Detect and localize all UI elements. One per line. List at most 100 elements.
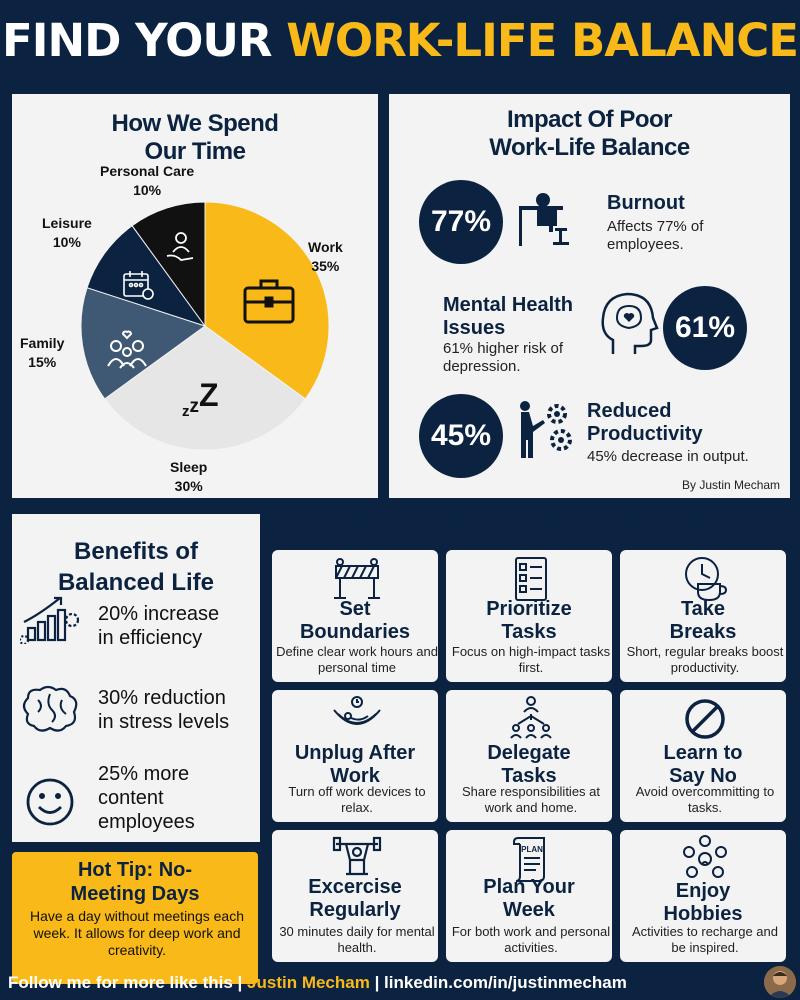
pie-slice-personal-care (131, 201, 206, 328)
benefits-panel-tab (10, 506, 260, 514)
stat-circle-mental-health: 61% (663, 286, 747, 370)
time-title-line2: Our Time (144, 138, 246, 165)
tip-title-line2: Tasks (501, 621, 557, 643)
hot-tip-heading: Hot Tip: No- Meeting Days (12, 858, 258, 906)
label-sleep-pct: 30% (174, 478, 203, 494)
tip-description: Share responsibilities at work and home. (461, 784, 601, 815)
title-part2: WORK-LIFE BALANCE (286, 14, 799, 67)
benefit-efficiency-line2: in efficiency (98, 627, 203, 649)
impact-panel: Impact Of Poor Work-Life Balance 77% Bur… (387, 92, 792, 500)
tip-title-line1: Prioritize (486, 598, 572, 620)
tip-description: Turn off work devices to relax. (288, 784, 426, 815)
tip-title-line2: Tasks (501, 765, 557, 787)
plan-icon-label: PLAN (521, 845, 543, 854)
hammock-icon (333, 696, 381, 725)
weightlifting-icon (332, 836, 382, 876)
impact-mental-heading-line2: Issues (443, 317, 506, 339)
tip-description: Activities to recharge and be inspired. (632, 924, 778, 955)
tip-enjoy-hobbies: Enjoy Hobbies Activities to recharge and … (618, 828, 788, 964)
tip-title-line1: Unplug After (294, 742, 416, 764)
coffee-clock-icon (685, 557, 728, 602)
label-family: Family 15% (20, 334, 64, 372)
tip-title: Learn to Say No (620, 742, 786, 788)
impact-title-line2: Work-Life Balance (489, 134, 690, 161)
time-panel: How We Spend Our Time zzZ (10, 92, 380, 500)
tip-title-line2: Say No (669, 765, 737, 787)
tip-description: Focus on high-impact tasks first. (451, 644, 611, 675)
avatar (764, 966, 796, 998)
burnout-desk-icon (519, 193, 569, 246)
tip-title-line1: Learn to (663, 742, 743, 764)
tip-title-line2: Hobbies (663, 903, 743, 925)
benefit-stress-line1: 30% reduction (98, 687, 226, 709)
footer-author-link[interactable]: Justin Mecham (247, 973, 370, 992)
impact-burnout-text-line1: Affects 77% of (607, 218, 704, 235)
benefit-efficiency-line1: 20% increase (98, 603, 220, 625)
hot-tip-text: Have a day without meetings each week. I… (29, 908, 244, 958)
tip-title: Delegate Tasks (446, 742, 612, 788)
tip-title-line2: Boundaries (299, 621, 411, 643)
impact-title-line1: Impact Of Poor (506, 106, 673, 133)
self-care-icon (166, 232, 194, 261)
efficiency-chart-icon (20, 596, 80, 644)
avatar-portrait-icon (764, 966, 796, 998)
footer-linkedin-link[interactable]: linkedin.com/in/justinmecham (384, 973, 627, 992)
tip-plan-your-week: PLAN Plan Your Week For both work and per… (444, 828, 614, 964)
hobbies-icon (683, 835, 727, 878)
impact-burnout-text: Affects 77% of employees. (607, 218, 703, 254)
tip-title: Enjoy Hobbies (620, 880, 786, 926)
title-part1: FIND YOUR (1, 14, 287, 67)
label-personal-pct: 10% (133, 182, 162, 198)
benefit-content-line3: employees (98, 811, 195, 833)
benefits-title: Benefits of Balanced Life (12, 536, 260, 598)
productivity-gears-icon (520, 401, 572, 458)
tip-title-line1: Plan Your (483, 876, 575, 898)
tip-exercise-regularly: Excercise Regularly 30 minutes daily for … (270, 828, 440, 964)
impact-mental-text-line2: depression. (443, 358, 521, 375)
tip-title-line2: Regularly (309, 899, 401, 921)
tip-prioritize-tasks: Prioritize Tasks Focus on high-impact tas… (444, 548, 614, 684)
impact-productivity-heading-line1: Reduced (587, 400, 672, 422)
sleep-zzz-icon: zzZ (182, 377, 219, 420)
benefit-stress-line2: in stress levels (98, 711, 230, 733)
plan-scroll-icon: PLAN (513, 837, 545, 882)
label-work-name: Work (308, 239, 343, 255)
footer-prefix: Follow me for more like this | (8, 973, 248, 992)
pie-slice-leisure (86, 224, 207, 327)
family-icon (107, 330, 147, 369)
tip-description: Avoid overcommitting to tasks. (635, 784, 775, 815)
benefits-title-line1: Benefits of (73, 538, 198, 565)
tip-title: Prioritize Tasks (446, 598, 612, 644)
label-sleep: Sleep 30% (170, 458, 207, 496)
page-title: FIND YOUR WORK-LIFE BALANCE (0, 0, 800, 82)
calendar-icon (123, 271, 154, 300)
tip-description: For both work and personal activities. (451, 924, 611, 955)
label-personal-name: Personal Care (100, 163, 195, 179)
tip-take-breaks: Take Breaks Short, regular breaks boost p… (618, 548, 788, 684)
no-sign-icon (685, 699, 725, 739)
byline: By Justin Mecham (682, 478, 781, 492)
hot-tip-box: Hot Tip: No- Meeting Days Have a day with… (10, 850, 260, 986)
tip-title-line1: Delegate (487, 742, 571, 764)
tip-title-line1: Excercise (308, 876, 402, 898)
impact-panel-tab (387, 86, 790, 94)
benefit-content-text: 25% more content employees (98, 762, 195, 834)
impact-panel-title: Impact Of Poor Work-Life Balance (389, 106, 790, 162)
footer-separator: | (369, 973, 385, 992)
tip-title-line2: Week (503, 899, 555, 921)
label-leisure: Leisure 10% (42, 214, 92, 252)
label-family-name: Family (20, 335, 65, 351)
barrier-icon (334, 558, 380, 599)
time-title-line1: How We Spend (111, 110, 279, 137)
stat-circle-burnout: 77% (419, 180, 503, 264)
tips-title: 9 Tips To Improve Work-Life Balance (324, 509, 744, 536)
impact-productivity-heading-line2: Productivity (587, 423, 703, 445)
impact-mental-text-line1: 61% higher risk of (443, 340, 564, 357)
tip-description: Short, regular breaks boost productivity… (626, 644, 784, 675)
tip-title-line1: Enjoy (675, 880, 731, 902)
tip-title-line1: Take (680, 598, 726, 620)
tip-title-line2: Breaks (669, 621, 737, 643)
briefcase-icon (243, 279, 295, 324)
label-family-pct: 15% (28, 354, 57, 370)
time-panel-title: How We Spend Our Time (12, 110, 378, 166)
